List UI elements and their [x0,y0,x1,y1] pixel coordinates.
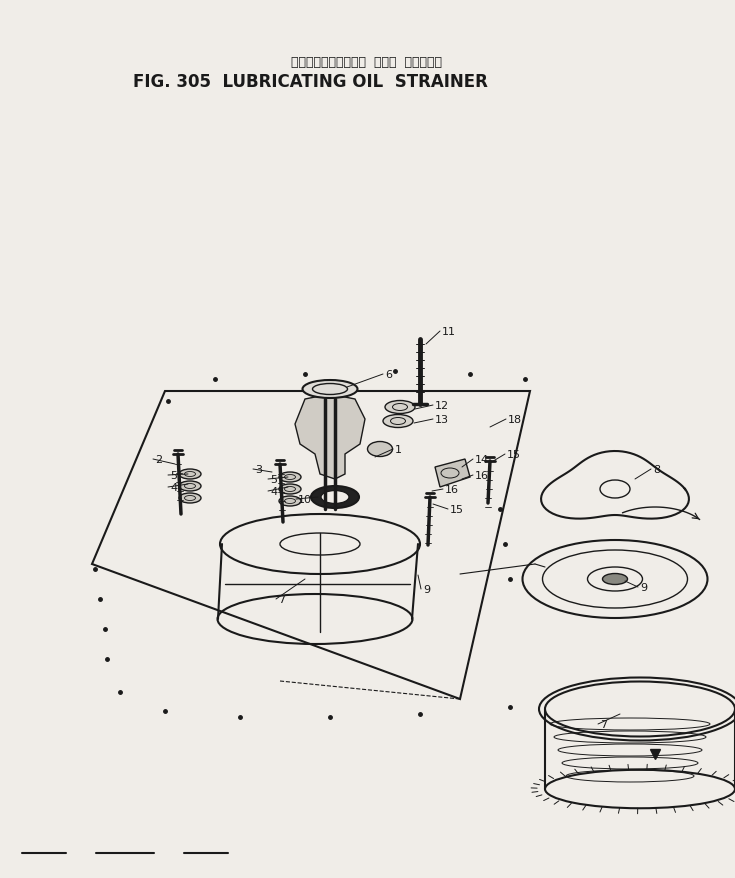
Text: 7: 7 [600,719,607,729]
Text: 16: 16 [445,485,459,494]
Ellipse shape [179,470,201,479]
Polygon shape [295,394,365,479]
Ellipse shape [179,481,201,492]
Ellipse shape [303,380,357,399]
Text: 16: 16 [475,471,489,480]
Text: 18: 18 [508,414,522,425]
Ellipse shape [321,491,349,504]
Polygon shape [435,459,470,487]
Text: 15: 15 [450,505,464,515]
Text: 11: 11 [442,327,456,336]
Text: 12: 12 [435,400,449,411]
Ellipse shape [385,401,415,414]
Text: 15: 15 [507,450,521,459]
Ellipse shape [279,485,301,494]
Text: 8: 8 [653,464,660,474]
Ellipse shape [179,493,201,503]
Text: 2: 2 [155,455,162,464]
Text: 1: 1 [395,444,402,455]
Text: 3: 3 [255,464,262,474]
Text: 14: 14 [475,455,489,464]
Text: 13: 13 [435,414,449,425]
Text: 4: 4 [170,482,177,493]
Ellipse shape [603,574,628,585]
Text: ルーブリケーティング  オイル  ストレーナ: ルーブリケーティング オイル ストレーナ [292,55,442,68]
Ellipse shape [383,415,413,428]
Ellipse shape [279,496,301,507]
Ellipse shape [311,486,359,508]
Ellipse shape [545,681,735,737]
Text: 6: 6 [385,370,392,379]
Text: 7: 7 [278,594,285,604]
Text: 5: 5 [170,471,177,480]
Text: 5: 5 [270,474,277,485]
Text: 4: 4 [270,486,277,496]
Text: 9: 9 [640,582,647,593]
Ellipse shape [279,472,301,482]
Text: FIG. 305  LUBRICATING OIL  STRAINER: FIG. 305 LUBRICATING OIL STRAINER [132,73,487,91]
Text: 10: 10 [298,494,312,505]
Text: 9: 9 [423,585,430,594]
Ellipse shape [368,442,392,457]
